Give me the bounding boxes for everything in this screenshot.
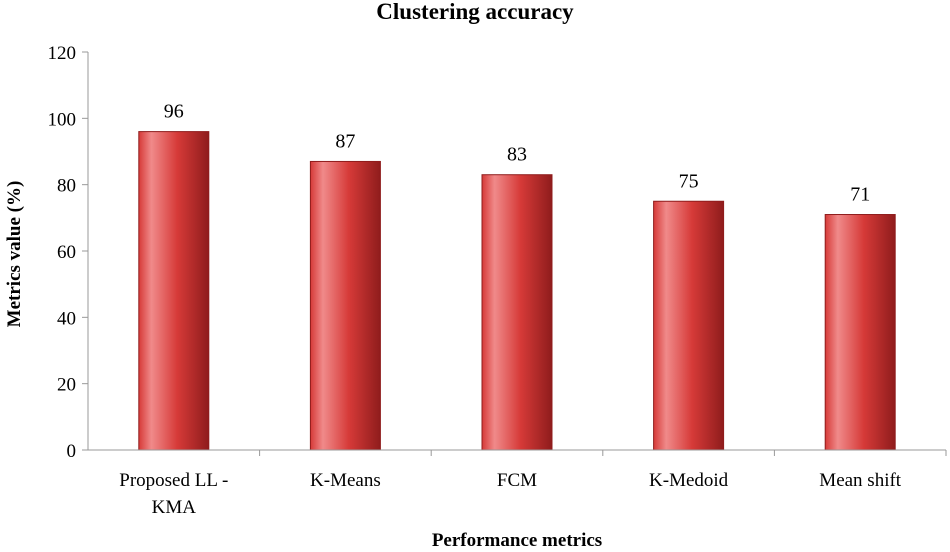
data-label: 71 (850, 184, 870, 206)
x-axis: Proposed LL - KMA K-Means FCM K-Medoid Mean s… (88, 449, 947, 518)
y-tick-label: 100 (48, 109, 77, 130)
bar (309, 160, 381, 451)
y-tick-label: 120 (48, 43, 77, 64)
x-tick-label: K-Medoid (649, 470, 729, 491)
x-tick-label: KMA (152, 497, 197, 518)
y-axis-title: Metrics value (%) (4, 181, 25, 328)
bar (824, 214, 896, 451)
y-tick-label: 60 (57, 242, 76, 263)
y-tick-label: 40 (57, 308, 76, 329)
x-tick-label: FCM (497, 470, 537, 491)
bar (481, 174, 553, 451)
data-label: 75 (679, 170, 699, 192)
x-axis-title: Performance metrics (432, 530, 602, 551)
data-label: 87 (335, 130, 355, 152)
bar (653, 200, 725, 451)
x-tick-label: K-Means (310, 470, 381, 491)
bar-series: 96 87 83 75 71 (138, 101, 896, 451)
x-tick-label: Proposed LL - (119, 470, 228, 491)
y-axis: 0 20 40 60 80 100 120 (48, 43, 89, 462)
y-tick-label: 0 (67, 441, 77, 462)
y-tick-label: 20 (57, 375, 76, 396)
bar (138, 131, 210, 451)
data-label: 96 (164, 101, 184, 123)
chart-title: Clustering accuracy (376, 0, 574, 24)
data-label: 83 (507, 144, 527, 166)
y-tick-label: 80 (57, 176, 76, 197)
x-tick-label: Mean shift (819, 470, 902, 491)
